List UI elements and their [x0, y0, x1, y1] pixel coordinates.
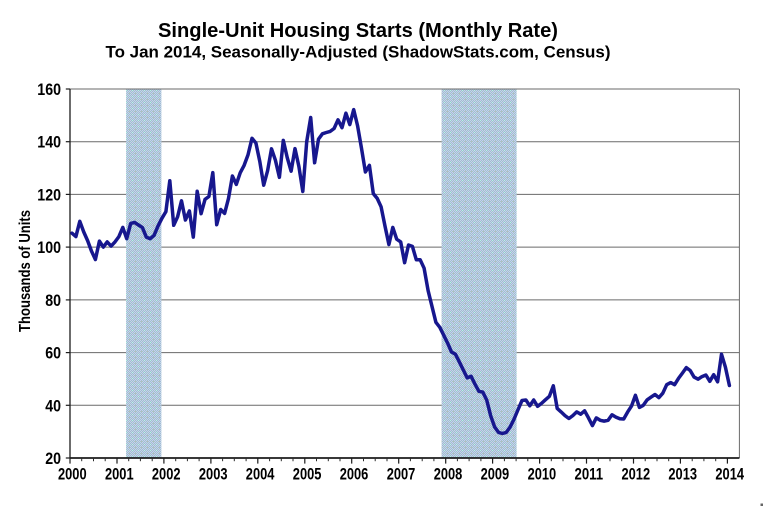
svg-text:2012: 2012 [622, 466, 651, 484]
svg-text:2003: 2003 [199, 466, 228, 484]
svg-text:2002: 2002 [152, 466, 181, 484]
svg-text:120: 120 [37, 186, 61, 204]
svg-text:2004: 2004 [246, 466, 275, 484]
svg-text:To Jan 2014, Seasonally-Adjust: To Jan 2014, Seasonally-Adjusted (Shadow… [106, 42, 611, 61]
svg-text:Thousands of Units: Thousands of Units [17, 210, 34, 332]
svg-text:2006: 2006 [340, 466, 369, 484]
svg-text:2013: 2013 [668, 466, 697, 484]
svg-text:160: 160 [37, 81, 61, 99]
svg-text:2010: 2010 [528, 466, 557, 484]
svg-text:2008: 2008 [434, 466, 463, 484]
svg-text:2011: 2011 [575, 466, 604, 484]
svg-text:2001: 2001 [105, 466, 134, 484]
svg-text:140: 140 [37, 134, 61, 152]
svg-text:40: 40 [45, 397, 61, 415]
svg-text:2014: 2014 [715, 466, 744, 484]
svg-text:2005: 2005 [293, 466, 322, 484]
svg-text:2009: 2009 [481, 466, 510, 484]
svg-text:100: 100 [37, 239, 61, 257]
svg-text:2000: 2000 [58, 466, 87, 484]
svg-text:Single-Unit Housing Starts (Mo: Single-Unit Housing Starts (Monthly Rate… [158, 20, 558, 42]
svg-text:80: 80 [45, 292, 61, 310]
svg-text:60: 60 [45, 345, 61, 363]
svg-text:2007: 2007 [387, 466, 416, 484]
